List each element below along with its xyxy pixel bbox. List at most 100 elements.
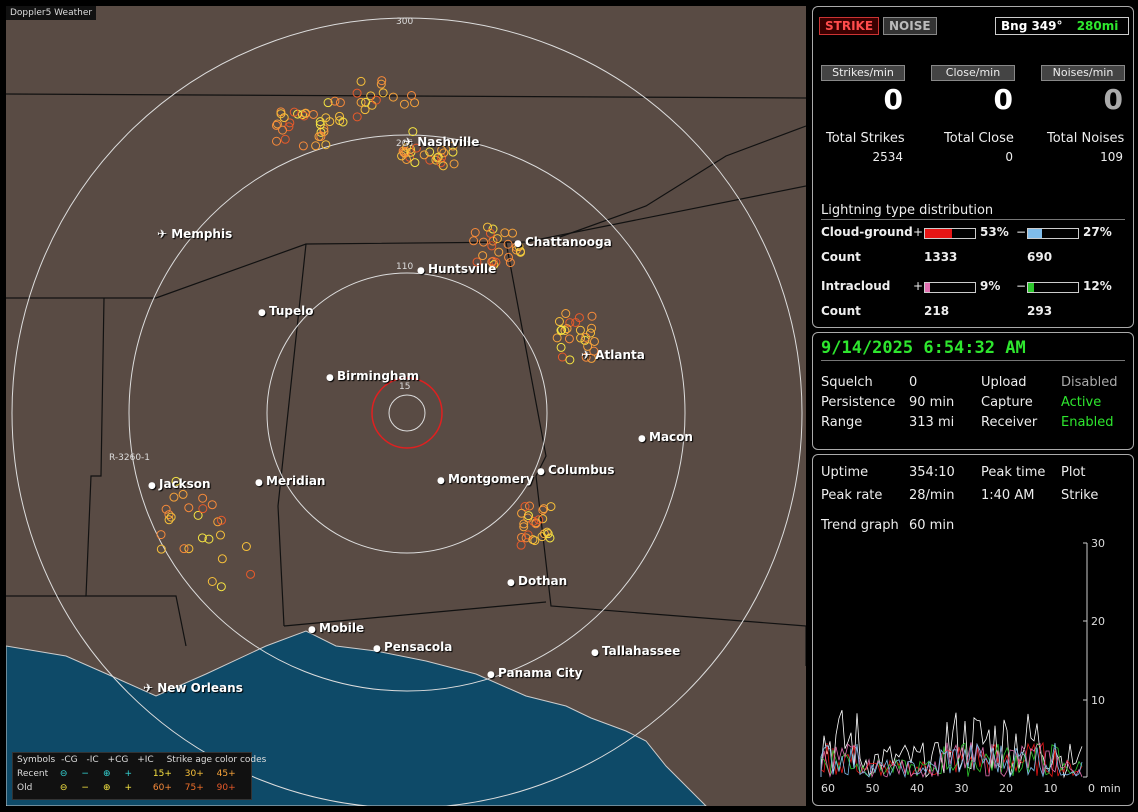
strike-marker	[216, 582, 226, 592]
legend-age-45: 45+	[216, 769, 236, 779]
city-label: Nashville	[417, 135, 480, 149]
total-strikes-label: Total Strikes	[826, 131, 905, 146]
settings-cell: 313 mi	[909, 415, 955, 430]
legend-recent-label: Recent	[17, 769, 49, 779]
trend-panel: Uptime 354:10 Peak time Plot Peak rate 2…	[812, 454, 1134, 806]
x-tick: 40	[910, 782, 924, 795]
strike-marker	[207, 500, 217, 510]
strike-marker	[411, 143, 421, 153]
city-dot-icon: ●	[591, 648, 602, 658]
distribution-title: Lightning type distribution	[821, 203, 994, 218]
legend-age-90: 90+	[216, 783, 236, 793]
city-nashville: ✈ Nashville	[403, 135, 479, 149]
settings-cell: Capture	[981, 395, 1033, 410]
strike-marker	[589, 336, 599, 346]
ring-label-205: 205	[396, 139, 414, 149]
strike-marker	[519, 519, 529, 529]
city-macon: ● Macon	[638, 430, 693, 444]
strike-marker	[207, 577, 217, 587]
settings-cell: 90 min	[909, 395, 955, 410]
legend-age-15: 15+	[152, 769, 172, 779]
state-border	[6, 93, 806, 99]
strike-marker	[272, 119, 282, 129]
strike-marker	[431, 155, 441, 165]
noises-min-header: Noises/min	[1041, 65, 1125, 81]
strike-marker	[485, 228, 495, 238]
strike-marker	[184, 503, 194, 513]
city-dot-icon: ●	[148, 481, 159, 491]
ic-pos-pct: 9%	[980, 279, 1001, 293]
strike-marker	[179, 544, 189, 554]
trend-label: Trend graph	[821, 518, 899, 533]
city-birmingham: ● Birmingham	[326, 369, 419, 383]
city-label: Tallahassee	[602, 644, 681, 658]
strike-marker	[298, 141, 308, 151]
city-atlanta: ✈ Atlanta	[581, 348, 645, 362]
strike-marker	[246, 569, 256, 579]
noise-button[interactable]: NOISE	[883, 17, 937, 35]
state-border	[277, 243, 307, 627]
strike-marker	[538, 505, 548, 515]
state-border	[6, 185, 806, 299]
strike-marker	[472, 257, 482, 267]
legend-col-negic: -IC	[86, 755, 99, 765]
city-dothan: ● Dothan	[507, 574, 567, 588]
strike-marker	[469, 236, 479, 246]
city-montgomery: ● Montgomery	[437, 472, 534, 486]
city-dot-icon: ●	[437, 476, 448, 486]
strike-marker	[330, 96, 340, 106]
strike-marker	[323, 98, 333, 108]
cg-neg-pct: 27%	[1083, 225, 1112, 239]
airport-icon: ✈	[143, 681, 158, 695]
city-label: Mobile	[319, 621, 365, 635]
strike-marker	[321, 113, 331, 123]
city-chattanooga: ● Chattanooga	[514, 235, 612, 249]
strike-marker	[494, 247, 504, 257]
strike-marker	[565, 355, 575, 365]
ic-neg-count: 293	[1027, 304, 1053, 318]
cg-pos-bar	[924, 228, 976, 239]
strike-marker	[564, 334, 574, 344]
trend-series	[820, 742, 1083, 779]
bearing-value: Bng 349°	[1001, 19, 1063, 33]
settings-divider	[821, 360, 1125, 361]
strike-marker	[560, 326, 570, 336]
trend-graph	[820, 542, 1088, 779]
plot-value[interactable]: Strike	[1061, 488, 1099, 503]
strike-button[interactable]: STRIKE	[819, 17, 880, 35]
strike-marker	[437, 145, 447, 155]
strike-marker	[479, 237, 489, 247]
range-ring	[128, 134, 686, 692]
legend-col-poscg: +CG	[107, 755, 129, 765]
strike-marker	[271, 120, 281, 130]
strike-marker	[478, 251, 488, 261]
total-noises-label: Total Noises	[1047, 131, 1125, 146]
peak-time-label: Peak time	[981, 465, 1046, 480]
lightning-map[interactable]: Doppler5 Weather 300 205 110 15 R-3260-1…	[6, 6, 806, 806]
settings-cell: Disabled	[1061, 375, 1118, 390]
strike-marker	[521, 533, 531, 543]
strike-marker	[508, 228, 518, 238]
cg-pos-pct: 53%	[980, 225, 1009, 239]
range-ring	[11, 17, 803, 806]
strike-marker	[198, 493, 208, 503]
city-dot-icon: ●	[258, 308, 269, 318]
trend-series	[820, 742, 1083, 779]
strike-marker	[488, 224, 498, 234]
city-label: Birmingham	[337, 369, 420, 383]
strike-marker	[399, 99, 409, 109]
ic-count-label: Count	[821, 304, 861, 318]
strike-marker	[587, 311, 597, 321]
strike-marker	[576, 333, 586, 343]
city-huntsville: ● Huntsville	[417, 262, 496, 276]
plot-label: Plot	[1061, 465, 1086, 480]
strike-marker	[402, 142, 412, 152]
strike-marker	[419, 150, 429, 160]
city-new-orleans: ✈ New Orleans	[143, 681, 243, 695]
strike-marker	[437, 153, 447, 163]
city-label: Panama City	[498, 666, 583, 680]
strike-marker	[470, 228, 480, 238]
total-strikes-value: 2534	[872, 150, 903, 164]
city-label: Montgomery	[448, 472, 534, 486]
strike-marker	[519, 522, 529, 532]
